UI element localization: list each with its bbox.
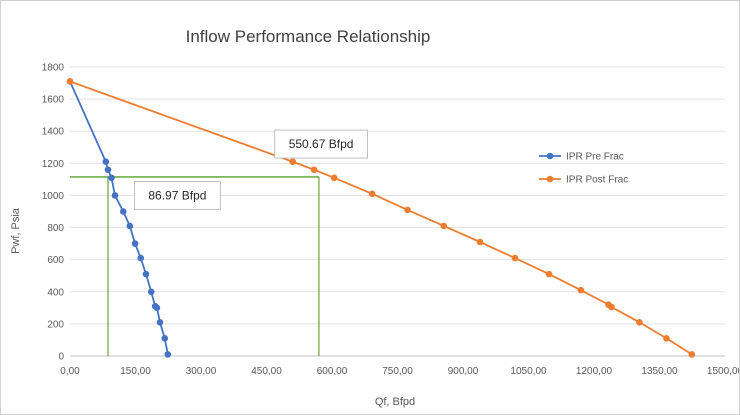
data-point bbox=[440, 222, 448, 230]
data-point bbox=[126, 222, 134, 230]
series-line bbox=[69, 80, 693, 356]
data-point bbox=[102, 158, 110, 166]
chart-title: Inflow Performance Relationship bbox=[186, 27, 431, 46]
data-point bbox=[161, 335, 169, 342]
x-tick-label: 300,00 bbox=[186, 366, 217, 377]
y-tick-label: 1800 bbox=[42, 63, 65, 74]
tick-labels: 0 200 400 600 800 1000 1200 1400 1600 1800 0,00 150… bbox=[42, 63, 739, 378]
legend: IPR Pre Frac IPR Post Frac bbox=[539, 152, 628, 186]
x-tick-label: 750,00 bbox=[382, 366, 413, 377]
data-point bbox=[289, 158, 297, 166]
series-pre-frac bbox=[66, 78, 172, 358]
x-axis-label: Qf, Bfpd bbox=[375, 396, 415, 408]
data-point bbox=[476, 238, 484, 246]
series-line bbox=[69, 81, 169, 355]
y-tick-label: 0 bbox=[58, 352, 64, 363]
legend-label: IPR Post Frac bbox=[566, 175, 628, 186]
legend-label: IPR Pre Frac bbox=[566, 152, 624, 163]
annotation-box bbox=[133, 180, 221, 210]
data-point bbox=[577, 286, 585, 294]
data-point bbox=[147, 288, 155, 296]
y-tick-label: 600 bbox=[47, 255, 64, 266]
data-point bbox=[66, 78, 74, 85]
data-point bbox=[511, 254, 519, 262]
grid-lines bbox=[70, 66, 725, 357]
y-tick-label: 200 bbox=[47, 319, 64, 330]
x-tick-label: 1500,00 bbox=[707, 366, 739, 377]
y-tick-label: 400 bbox=[47, 287, 64, 298]
data-point bbox=[688, 351, 696, 358]
legend-swatch-marker bbox=[546, 175, 554, 183]
data-point bbox=[131, 240, 139, 247]
annotation-label: 86.97 Bfpd bbox=[148, 188, 206, 202]
data-point bbox=[108, 174, 115, 182]
data-point bbox=[368, 190, 376, 198]
x-tick-label: 1050,00 bbox=[510, 366, 547, 377]
y-tick-label: 1600 bbox=[42, 95, 65, 106]
y-tick-label: 1000 bbox=[42, 191, 65, 202]
data-point bbox=[310, 166, 318, 174]
data-point bbox=[636, 318, 643, 326]
x-tick-label: 450,00 bbox=[251, 366, 282, 377]
data-point bbox=[153, 304, 161, 312]
data-point bbox=[111, 192, 119, 199]
annotations: 550.67 Bfpd 86.97 Bfpd bbox=[133, 129, 368, 210]
y-tick-label: 800 bbox=[47, 223, 64, 234]
data-point bbox=[137, 254, 145, 262]
x-tick-label: 600,00 bbox=[317, 366, 348, 377]
annotation-box bbox=[274, 129, 368, 159]
data-point bbox=[104, 166, 112, 174]
legend-swatch-marker bbox=[546, 152, 554, 160]
data-point bbox=[545, 270, 553, 278]
data-point bbox=[156, 318, 164, 326]
data-point bbox=[142, 270, 150, 278]
x-tick-label: 0,00 bbox=[60, 366, 80, 377]
data-point bbox=[608, 303, 615, 311]
y-tick-label: 1400 bbox=[42, 127, 65, 138]
data-point bbox=[663, 335, 670, 342]
data-point bbox=[164, 351, 172, 358]
data-point bbox=[404, 206, 411, 214]
series-post-frac bbox=[66, 78, 696, 358]
y-tick-label: 1200 bbox=[42, 159, 65, 170]
x-tick-label: 150,00 bbox=[120, 366, 151, 377]
data-point bbox=[119, 208, 127, 215]
x-tick-label: 1200,00 bbox=[576, 366, 613, 377]
y-axis-label: Pwf, Psia bbox=[10, 207, 22, 254]
annotation-label: 550.67 Bfpd bbox=[289, 137, 354, 151]
x-tick-label: 900,00 bbox=[448, 366, 479, 377]
x-tick-label: 1350,00 bbox=[641, 366, 678, 377]
series-layer bbox=[66, 78, 696, 358]
data-point bbox=[330, 174, 338, 182]
